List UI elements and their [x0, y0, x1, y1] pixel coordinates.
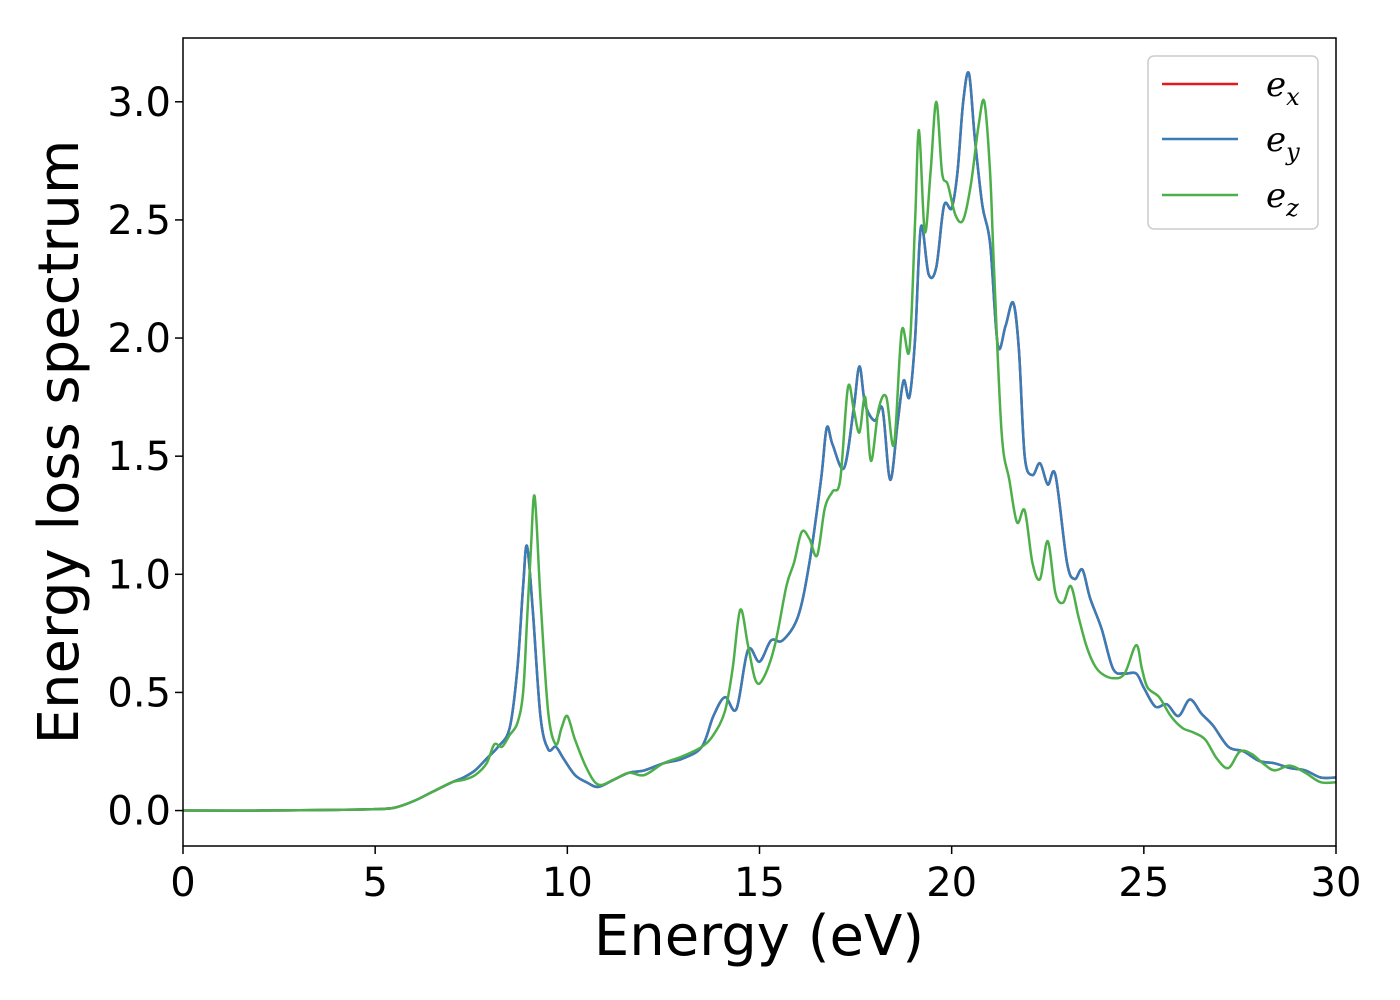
y-tick-label: 1.0 — [107, 552, 171, 598]
series-line-e-z — [182, 98, 1337, 812]
y-tick-label: 1.5 — [107, 434, 171, 480]
x-axis-ticks: 0 5 10 15 20 25 30 — [170, 846, 1361, 906]
x-tick-label: 30 — [1311, 860, 1362, 906]
series-lines — [182, 71, 1337, 812]
legend-items: ex ey ez — [1162, 65, 1300, 222]
y-tick-label: 0.5 — [107, 670, 171, 716]
y-tick-label: 2.5 — [107, 198, 171, 244]
x-tick-label: 5 — [362, 860, 387, 906]
legend-box — [1147, 55, 1319, 230]
legend: ex ey ez — [1147, 55, 1319, 230]
x-tick-label: 25 — [1118, 860, 1169, 906]
x-axis-label: Energy (eV) — [594, 904, 924, 969]
legend-label: ez — [1266, 176, 1299, 222]
y-tick-label: 0.0 — [107, 789, 171, 835]
legend-label: ey — [1266, 120, 1300, 166]
y-axis-label: Energy loss spectrum — [27, 140, 92, 745]
x-tick-label: 20 — [926, 860, 977, 906]
y-axis-ticks: 0.0 0.5 1.0 1.5 2.0 2.5 3.0 — [107, 80, 183, 835]
x-tick-label: 15 — [734, 860, 785, 906]
series-line-e-y — [182, 71, 1337, 812]
plot-area — [183, 38, 1336, 846]
y-tick-label: 2.0 — [107, 316, 171, 362]
y-tick-label: 3.0 — [107, 80, 171, 126]
x-tick-label: 0 — [170, 860, 195, 906]
legend-label: ex — [1266, 65, 1300, 111]
plot-frame — [182, 37, 1337, 847]
x-tick-label: 10 — [542, 860, 593, 906]
